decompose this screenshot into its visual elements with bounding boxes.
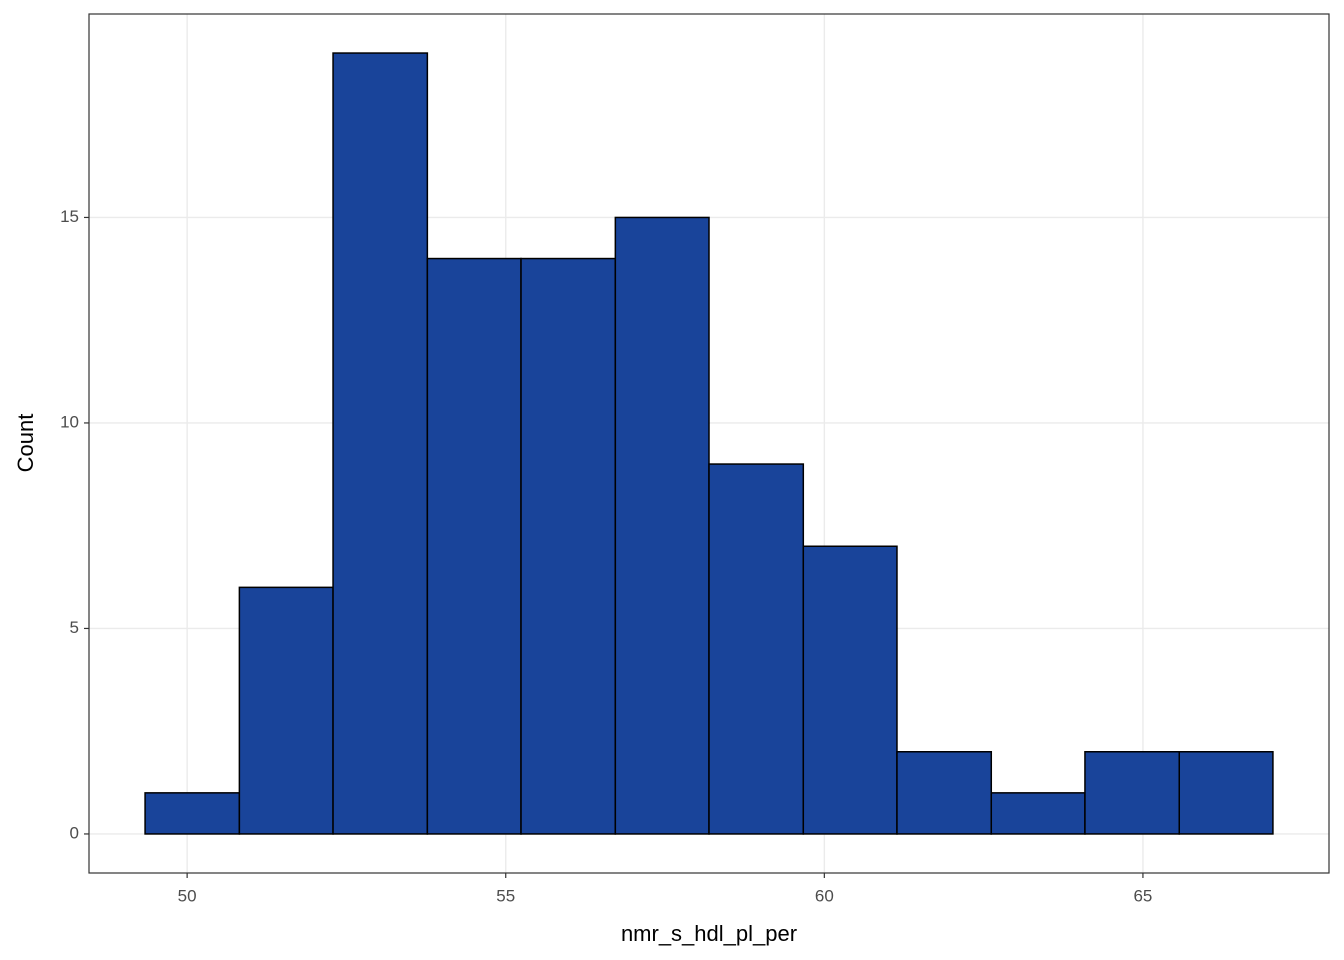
panel-border: [88, 13, 1330, 874]
bar: [990, 792, 1086, 835]
bar: [1084, 751, 1181, 835]
bar: [238, 586, 334, 835]
bar: [426, 257, 522, 835]
bar: [802, 545, 898, 835]
bar: [520, 257, 617, 835]
bar: [332, 52, 429, 835]
y-tick-label: 10: [60, 412, 79, 431]
bar: [1178, 751, 1274, 835]
bar: [708, 463, 805, 835]
x-tick-label: 65: [1133, 886, 1152, 905]
bar: [896, 751, 993, 835]
y-tick-label: 15: [60, 207, 79, 226]
y-axis-title: Count: [13, 414, 38, 473]
x-tick-label: 55: [496, 886, 515, 905]
bar: [614, 216, 710, 835]
y-tick-label: 5: [70, 618, 79, 637]
y-tick-label: 0: [70, 823, 79, 842]
bar: [144, 792, 241, 835]
x-tick-label: 50: [178, 886, 197, 905]
x-axis-title: nmr_s_hdl_pl_per: [621, 921, 797, 946]
x-tick-label: 60: [815, 886, 834, 905]
